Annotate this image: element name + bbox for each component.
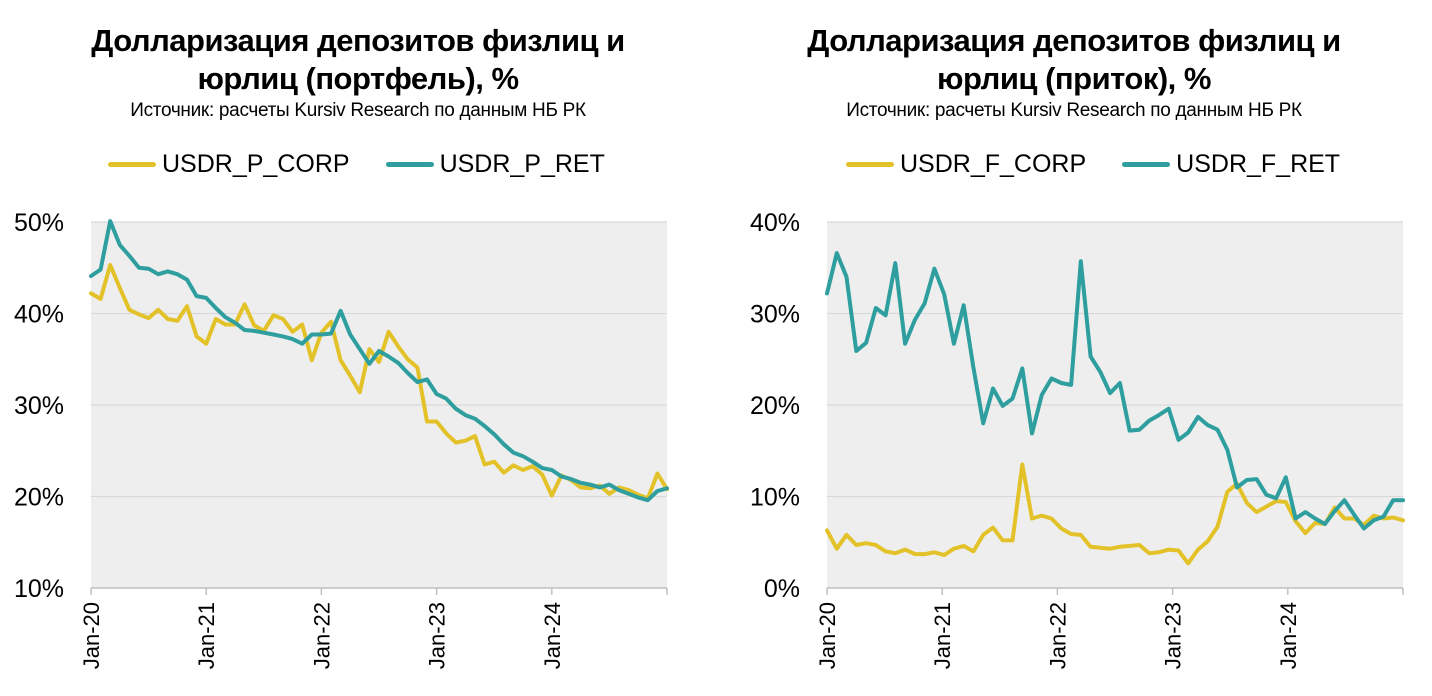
y-tick-label: 30% <box>14 392 64 420</box>
legend-item-ret: USDR_F_RET <box>1122 150 1340 179</box>
x-tick-label: Jan-20 <box>815 602 840 669</box>
legend-label-ret: USDR_F_RET <box>1176 150 1341 178</box>
chart-source: Источник: расчеты Kursiv Research по дан… <box>846 100 1302 121</box>
series-line-usdr-p-ret <box>89 219 669 503</box>
series-line-usdr-f-corp <box>825 462 1405 566</box>
line-chart-inflow: 0% 10% 20% 30% 40% Jan-20 Jan-21 Jan-22 Jan-23 Ja… <box>750 209 1405 669</box>
legend-label-ret: USDR_P_RET <box>439 150 605 178</box>
legend-label-corp: USDR_F_CORP <box>900 150 1087 178</box>
x-tick-label: Jan-23 <box>1161 602 1186 669</box>
x-tick-label: Jan-21 <box>194 602 219 669</box>
y-tick-label: 40% <box>14 301 64 329</box>
y-tick-label: 20% <box>14 484 64 512</box>
x-tick-label: Jan-24 <box>540 602 565 669</box>
legend-label-corp: USDR_P_CORP <box>162 150 350 178</box>
chart-title-line-1: Долларизация депозитов физлиц и <box>91 23 625 58</box>
y-tick-label: 20% <box>750 392 800 420</box>
y-tick-label: 10% <box>14 575 64 603</box>
x-tick-label: Jan-21 <box>930 602 955 669</box>
x-tick-label: Jan-22 <box>1045 602 1070 669</box>
chart-legend: USDR_P_CORP USDR_P_RET <box>108 150 641 179</box>
y-tick-label: 30% <box>750 301 800 329</box>
chart-title: Долларизация депозитов физлиц и юрлиц (п… <box>58 22 658 98</box>
chart-title: Долларизация депозитов физлиц и юрлиц (п… <box>774 22 1374 98</box>
chart-source: Источник: расчеты Kursiv Research по дан… <box>130 100 586 121</box>
legend-item-corp: USDR_P_CORP <box>108 150 350 179</box>
legend-swatch-corp <box>108 162 156 167</box>
chart-panel-portfolio: Долларизация депозитов физлиц и юрлиц (п… <box>14 22 669 669</box>
chart-title-line-2: юрлиц (портфель), % <box>197 61 519 96</box>
x-tick-label: Jan-20 <box>79 602 104 669</box>
y-tick-label: 10% <box>750 484 800 512</box>
x-tick-label: Jan-24 <box>1276 602 1301 669</box>
legend-swatch-corp <box>846 162 894 167</box>
x-tick-label: Jan-23 <box>425 602 450 669</box>
legend-swatch-ret <box>1122 162 1171 167</box>
legend-item-corp: USDR_F_CORP <box>846 150 1086 179</box>
series-line-usdr-f-ret <box>825 251 1405 531</box>
y-tick-label: 40% <box>750 209 800 237</box>
legend-item-ret: USDR_P_RET <box>385 150 605 179</box>
chart-panel-inflow: Долларизация депозитов физлиц и юрлиц (п… <box>716 0 1432 696</box>
chart-title-line-1: Долларизация депозитов физлиц и <box>807 23 1341 58</box>
legend-swatch-ret <box>385 162 434 167</box>
chart-title-line-2: юрлиц (приток), % <box>937 61 1211 96</box>
line-chart-portfolio: 10% 20% 30% 40% 50% Jan-20 Jan-21 Jan-22 Jan-23 J… <box>14 209 669 669</box>
y-tick-label: 50% <box>14 209 64 237</box>
x-tick-label: Jan-22 <box>309 602 334 669</box>
y-tick-label: 0% <box>764 575 800 603</box>
chart-legend: USDR_F_CORP USDR_F_RET <box>846 150 1376 179</box>
